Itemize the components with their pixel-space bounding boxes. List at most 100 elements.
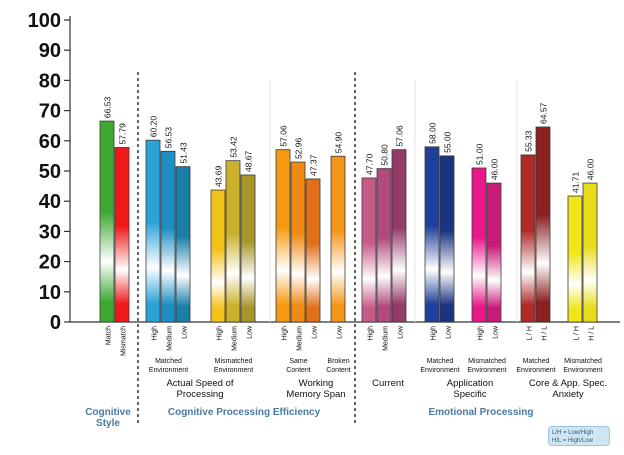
bar-value-label: 66.53 — [103, 97, 113, 119]
bar — [160, 150, 176, 323]
bar — [290, 161, 306, 323]
group-sublabel: Mismatched — [468, 358, 506, 365]
y-tick-label: 100 — [28, 10, 61, 32]
bar-value-label: 46.00 — [490, 159, 500, 181]
bar — [520, 154, 536, 323]
y-tick-label: 30 — [39, 221, 61, 243]
bars — [99, 120, 598, 323]
bar-value-label: 64.57 — [539, 102, 549, 124]
group-sublabel: Environment — [467, 367, 506, 374]
y-tick-label: 0 — [50, 312, 61, 334]
section-label: Cognitive — [85, 407, 131, 418]
group-sublabel: Matched — [523, 358, 550, 365]
bar-tick-label: Mismatch — [121, 326, 128, 356]
bar-tick-label: High — [431, 326, 438, 341]
bar-tick-label: High — [282, 326, 289, 341]
group-sublabel: Environment — [214, 367, 253, 374]
bar-tick-label: Low — [182, 325, 189, 339]
category-label: Anxiety — [552, 389, 583, 400]
group-sublabel: Content — [286, 367, 311, 374]
bar-value-label: 48.67 — [244, 150, 254, 172]
bar — [225, 160, 241, 323]
category-label: Processing — [177, 389, 224, 400]
bar-value-label: 50.80 — [380, 144, 390, 166]
bar — [486, 182, 502, 323]
bar — [582, 182, 598, 323]
bar-value-label: 55.33 — [524, 130, 534, 152]
legend-line-1: L/H = Low/High — [552, 430, 594, 436]
y-tick-label: 70 — [39, 101, 61, 123]
bar-tick-label: High — [368, 326, 375, 341]
category-label: Working — [299, 378, 334, 389]
bar-value-label: 46.00 — [586, 159, 596, 181]
bar-tick-label: Medium — [297, 326, 304, 351]
bar-value-label: 52.96 — [294, 138, 304, 160]
bar — [240, 174, 256, 323]
bar-tick-label: High — [217, 326, 224, 341]
y-tick-label: 80 — [39, 70, 61, 92]
y-tick-label: 10 — [39, 282, 61, 304]
bar-tick-label: Low — [312, 325, 319, 339]
group-sublabel: Same — [289, 358, 307, 365]
bar-value-label: 41.71 — [571, 171, 581, 193]
bar — [471, 167, 487, 323]
category-label: Application — [447, 378, 493, 389]
group-sublabel: Content — [326, 367, 351, 374]
bar-value-label: 57.06 — [395, 125, 405, 147]
bar-value-label: 51.00 — [475, 143, 485, 165]
y-tick-label: 60 — [39, 131, 61, 153]
y-axis: 0 10 20 30 40 50 60 70 80 90 100 — [28, 10, 620, 425]
bar-tick-label: Medium — [232, 326, 239, 351]
y-tick-label: 50 — [39, 161, 61, 183]
section-label: Style — [96, 418, 120, 429]
section-label: Emotional Processing — [428, 407, 533, 418]
bar-tick-label: L / H — [574, 326, 581, 341]
group-sublabel: Mismatched — [564, 358, 602, 365]
bar — [114, 147, 130, 323]
group-sublabel: Environment — [149, 367, 188, 374]
section-label: Cognitive Processing Efficiency — [168, 407, 321, 418]
bar-value-label: 58.00 — [428, 122, 438, 144]
bar-tick-label: H / L — [542, 326, 549, 341]
bar-value-label: 57.06 — [279, 125, 289, 147]
group-sublabel: Environment — [420, 367, 459, 374]
category-label: Core & App. Spec. — [529, 378, 607, 389]
bar-tick-label: Match — [106, 326, 113, 345]
bar — [175, 166, 191, 323]
group-sublabel: Broken — [327, 358, 349, 365]
bar — [330, 155, 346, 323]
bar-value-label: 51.43 — [179, 142, 189, 164]
bar-value-label: 47.70 — [365, 153, 375, 175]
group-sublabel: Environment — [563, 367, 602, 374]
bar-tick-label: Low — [446, 325, 453, 339]
bar-value-label: 47.37 — [309, 154, 319, 176]
bar — [376, 168, 392, 323]
category-label: Memory Span — [286, 389, 345, 400]
bar-value-label: 55.00 — [443, 131, 453, 153]
category-label: Specific — [453, 389, 487, 400]
bar-tick-label: Low — [493, 325, 500, 339]
bar — [210, 189, 226, 323]
bar — [439, 155, 455, 323]
bar — [424, 146, 440, 323]
bar — [361, 177, 377, 323]
category-label: Actual Speed of — [166, 378, 233, 389]
bar-tick-label: H / L — [589, 326, 596, 341]
y-tick-label: 20 — [39, 252, 61, 274]
bar-tick-label: L / H — [527, 326, 534, 341]
bar-value-label: 43.69 — [214, 166, 224, 188]
bar-tick-label: High — [478, 326, 485, 341]
bar-tick-label: Low — [398, 325, 405, 339]
bar-tick-label: High — [152, 326, 159, 341]
group-sublabel: Matched — [427, 358, 454, 365]
bar — [567, 195, 583, 323]
group-sublabel: Mismatched — [215, 358, 253, 365]
bar-tick-label: Low — [337, 325, 344, 339]
bar-value-label: 53.42 — [229, 136, 239, 158]
labels: 66.53 Match 57.79 Mismatch 60.20 High 56.53 Med… — [85, 97, 607, 429]
group-sublabel: Matched — [155, 358, 182, 365]
bar — [305, 178, 321, 323]
bar-value-label: 57.79 — [118, 123, 128, 145]
